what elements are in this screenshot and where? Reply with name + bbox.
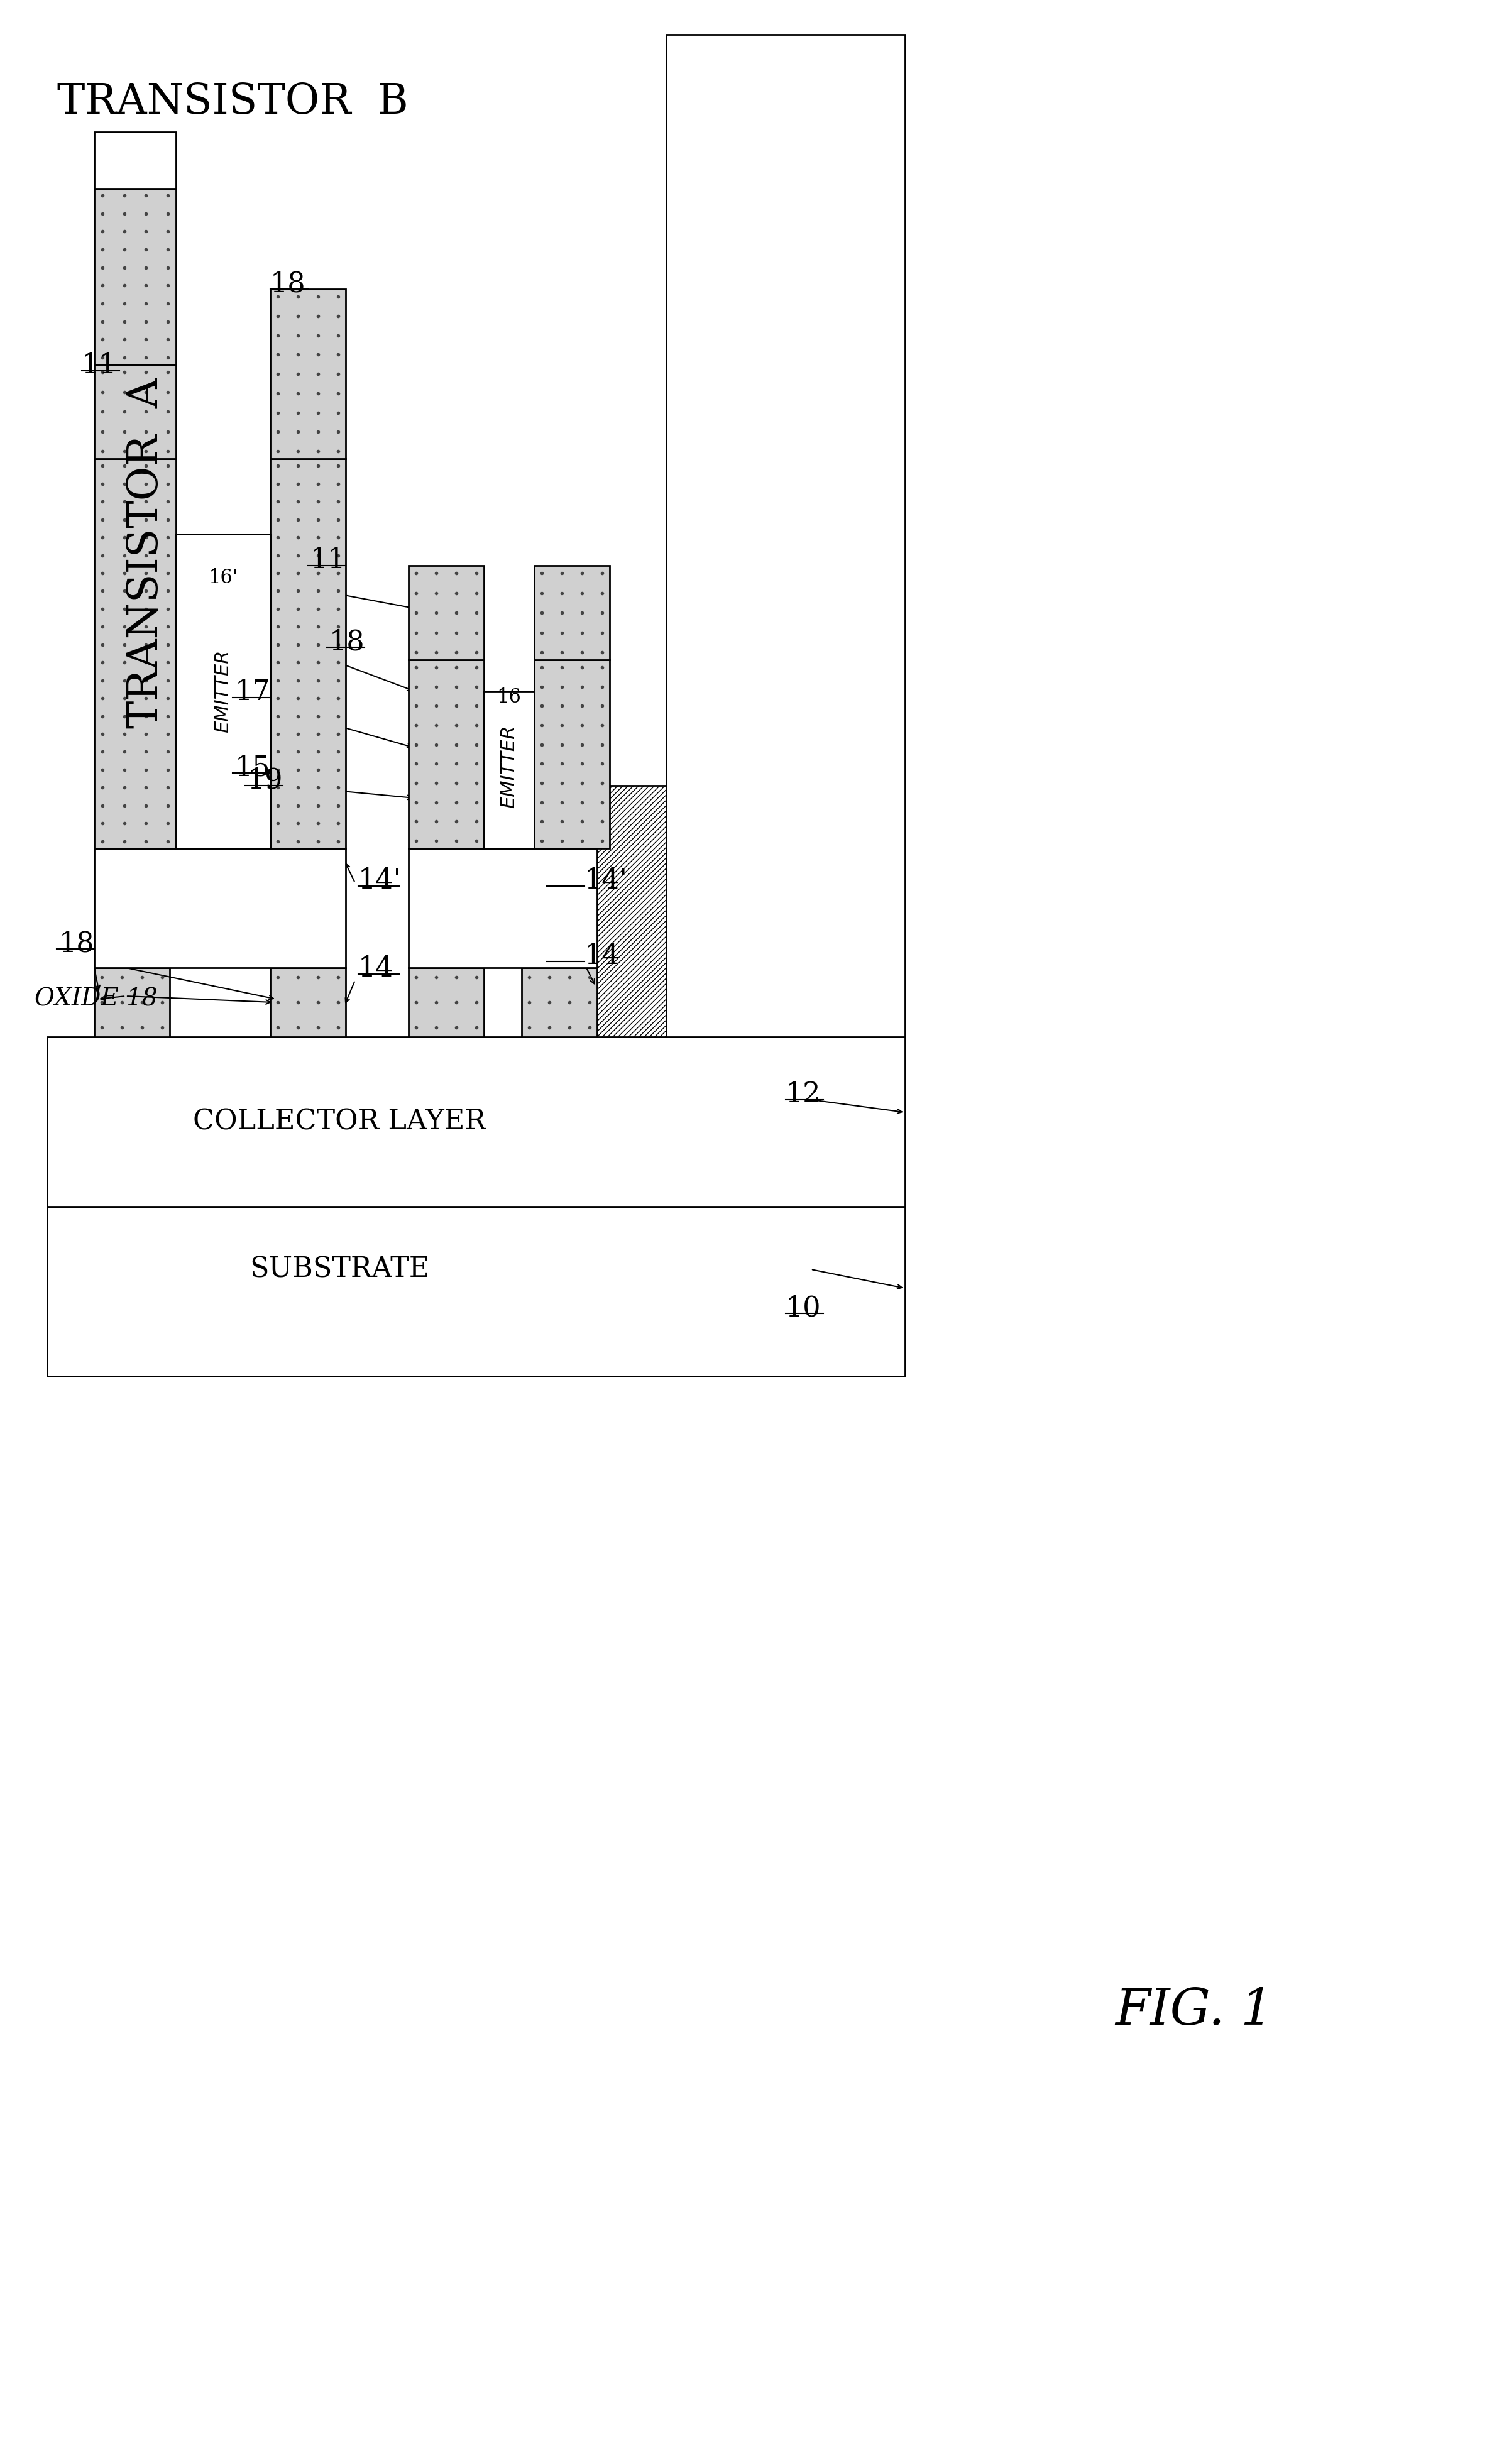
Bar	[270, 968, 346, 1037]
Bar	[94, 133, 177, 190]
Text: 16: 16	[496, 687, 521, 707]
Text: 19: 19	[247, 766, 282, 793]
Text: FIG. 1: FIG. 1	[1115, 1986, 1274, 2035]
Text: 18: 18	[329, 628, 365, 655]
Bar	[409, 848, 598, 968]
Text: 11: 11	[81, 352, 118, 379]
Text: 12: 12	[786, 1082, 821, 1109]
Bar	[94, 968, 169, 1037]
Text: 14: 14	[358, 956, 394, 983]
Text: 14': 14'	[584, 867, 628, 894]
Text: COLLECTOR LAYER: COLLECTOR LAYER	[193, 1109, 486, 1136]
Text: 17: 17	[235, 678, 270, 705]
Bar	[47, 1037, 905, 1207]
Bar	[665, 34, 905, 1146]
Bar	[270, 288, 346, 458]
Text: 11: 11	[311, 547, 346, 574]
Bar	[177, 535, 270, 848]
Bar	[578, 786, 665, 1037]
Text: 16': 16'	[208, 569, 238, 589]
Bar	[409, 968, 484, 1037]
Text: SUBSTRATE: SUBSTRATE	[249, 1257, 430, 1284]
Text: 10: 10	[786, 1294, 821, 1321]
Text: TRANSISTOR  B: TRANSISTOR B	[57, 81, 407, 123]
Bar	[484, 692, 534, 848]
Bar	[522, 968, 598, 1037]
Text: 18: 18	[59, 929, 94, 956]
Bar	[409, 567, 484, 660]
Bar	[534, 567, 610, 660]
Text: TRANSISTOR  A: TRANSISTOR A	[125, 377, 166, 729]
Text: 18: 18	[270, 271, 306, 298]
Text: EMITTER: EMITTER	[214, 650, 232, 732]
Bar	[94, 848, 346, 968]
Bar	[94, 458, 177, 848]
Text: OXIDE 18: OXIDE 18	[35, 988, 157, 1010]
Bar	[409, 660, 484, 848]
Text: 14': 14'	[358, 867, 401, 894]
Text: 15: 15	[235, 754, 270, 781]
Bar	[94, 365, 177, 458]
Bar	[47, 1207, 905, 1377]
Bar	[94, 190, 177, 365]
Bar	[270, 458, 346, 848]
Text: 14: 14	[584, 944, 620, 971]
Bar	[534, 660, 610, 848]
Text: EMITTER: EMITTER	[499, 724, 518, 808]
